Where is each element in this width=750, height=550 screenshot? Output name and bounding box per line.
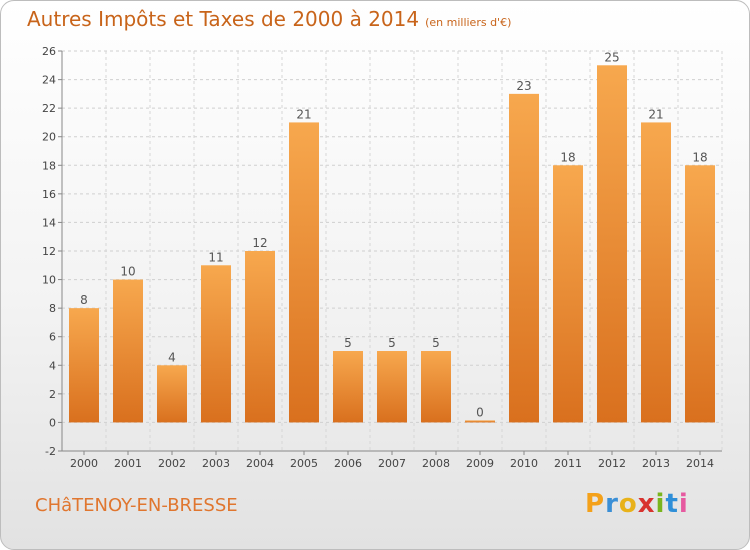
x-tick-label: 2009 [466,457,494,470]
y-tick-label: 24 [42,74,56,87]
x-tick-label: 2003 [202,457,230,470]
bar [333,351,363,423]
data-label: 10 [120,265,135,279]
y-tick-label: 8 [49,302,56,315]
x-tick-label: 2005 [290,457,318,470]
data-label: 18 [692,150,707,164]
bar [289,122,319,423]
data-label: 5 [344,336,352,350]
bar [685,165,715,423]
bar [377,351,407,423]
data-label: 21 [296,107,311,121]
bar [597,65,627,423]
x-tick-label: 2012 [598,457,626,470]
y-tick-label: 20 [42,131,56,144]
y-tick-label: 26 [42,45,56,58]
y-tick-label: 0 [49,416,56,429]
logo-letter: r [605,489,619,519]
logo-letter: o [618,489,638,519]
data-label: 18 [560,150,575,164]
y-tick-label: 2 [49,388,56,401]
y-tick-label: 14 [42,216,56,229]
bar [245,251,275,423]
logo-letter: i [655,489,666,519]
x-tick-label: 2014 [686,457,714,470]
data-label: 12 [252,236,267,250]
chart-title: Autres Impôts et Taxes de 2000 à 2014 (en… [27,7,511,31]
y-tick-label: 6 [49,331,56,344]
bar [509,93,539,423]
data-label: 8 [80,293,88,307]
y-tick-label: 18 [42,159,56,172]
y-tick-label: 22 [42,102,56,115]
logo-letter: t [665,489,679,519]
data-label: 23 [516,79,531,93]
bar [113,279,143,423]
data-label: 5 [432,336,440,350]
x-tick-label: 2008 [422,457,450,470]
x-tick-label: 2002 [158,457,186,470]
chart-unit: (en milliers d'€) [425,16,512,29]
data-label: 25 [604,50,619,64]
bar [553,165,583,423]
x-tick-label: 2000 [70,457,98,470]
x-tick-label: 2001 [114,457,142,470]
bar [465,420,495,423]
data-label: 4 [168,350,176,364]
x-tick-label: 2011 [554,457,582,470]
y-tick-label: 12 [42,245,56,258]
y-tick-label: 10 [42,274,56,287]
bar [69,308,99,423]
chart-title-text: Autres Impôts et Taxes de 2000 à 2014 [27,7,420,31]
place-name: CHâTENOY-EN-BRESSE [35,495,238,516]
logo-letter: x [637,489,656,519]
logo-letter: P [585,489,606,519]
x-tick-label: 2004 [246,457,274,470]
bar [201,265,231,423]
data-label: 21 [648,107,663,121]
proxiti-logo: Proxiti [585,489,689,519]
x-tick-label: 2013 [642,457,670,470]
bar [157,365,187,423]
data-label: 0 [476,405,484,419]
x-tick-label: 2010 [510,457,538,470]
bar [421,351,451,423]
y-tick-label: -2 [45,445,56,458]
data-label: 11 [208,250,223,264]
bar [641,122,671,423]
x-tick-label: 2007 [378,457,406,470]
data-label: 5 [388,336,396,350]
y-tick-label: 4 [49,359,56,372]
x-tick-label: 2006 [334,457,362,470]
logo-letter: i [678,489,689,519]
y-tick-label: 16 [42,188,56,201]
